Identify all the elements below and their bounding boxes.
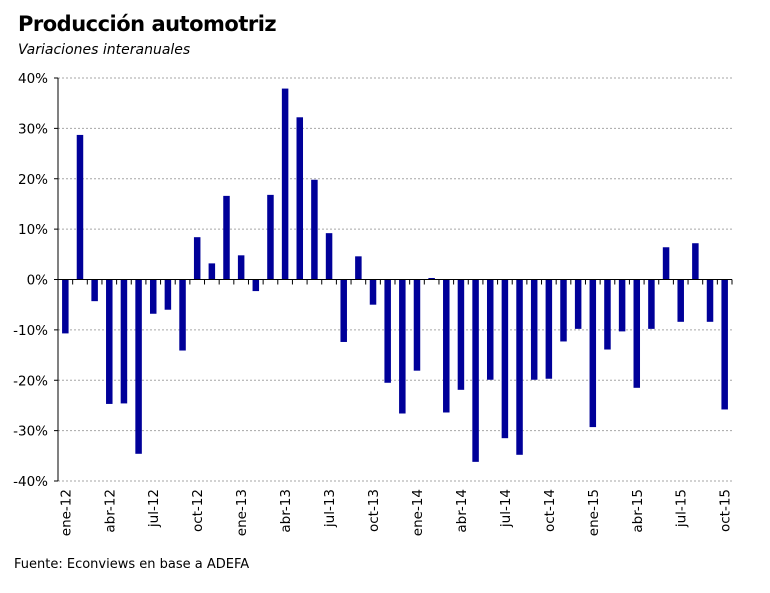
- x-tick-label: abr-15: [630, 489, 646, 533]
- x-tick-label: jul-13: [322, 489, 338, 528]
- bar-sep-12: [179, 279, 186, 351]
- y-tick-label: 20%: [18, 172, 48, 188]
- x-tick-label: jul-15: [674, 489, 690, 528]
- bar-jul-13: [325, 233, 333, 280]
- x-tick-label: ene-13: [234, 489, 250, 536]
- bar-jun-15: [662, 247, 670, 280]
- bar-mar-14: [443, 279, 450, 413]
- x-tick-label: ene-12: [58, 489, 74, 536]
- bar-oct-12: [193, 237, 201, 280]
- y-tick-label: -10%: [13, 323, 48, 339]
- x-tick-label: jul-14: [498, 489, 514, 528]
- x-tick-labels: ene-12 abr-12 jul-12 oct-12 ene-13 abr-13 jul-…: [58, 489, 733, 536]
- bar-ago-12: [164, 279, 172, 310]
- bar-ene-13: [237, 255, 245, 280]
- x-tick-label: oct-12: [190, 489, 206, 532]
- bar-oct-14: [545, 279, 553, 379]
- x-tick-label: abr-12: [102, 489, 118, 533]
- bars: [62, 88, 728, 462]
- bar-may-15: [648, 279, 655, 329]
- bar-ago-14: [516, 279, 523, 455]
- bar-nov-14: [560, 279, 567, 342]
- bar-abr-13: [281, 88, 289, 280]
- bar-nov-13: [384, 279, 391, 383]
- bar-jun-13: [311, 179, 318, 280]
- gridlines: [58, 77, 732, 482]
- bar-dic-14: [574, 279, 582, 329]
- bar-mar-13: [267, 194, 274, 280]
- bar-oct-15: [721, 279, 728, 410]
- bar-feb-14: [428, 277, 435, 280]
- bar-mar-12: [91, 279, 98, 302]
- bar-ene-12: [62, 279, 69, 334]
- bar-jul-15: [677, 279, 684, 322]
- bar-may-12: [120, 279, 128, 404]
- x-tick-label: jul-12: [146, 489, 162, 528]
- bar-may-14: [472, 279, 479, 462]
- bar-abr-12: [106, 279, 113, 404]
- bar-jul-12: [149, 279, 157, 314]
- bar-jul-14: [501, 279, 509, 439]
- y-tick-label: 30%: [18, 121, 48, 137]
- bar-jun-14: [486, 279, 494, 380]
- x-tick-label: oct-15: [718, 489, 734, 532]
- bar-abr-15: [633, 279, 641, 388]
- y-tick-label: 10%: [18, 222, 48, 238]
- bar-feb-15: [604, 279, 611, 350]
- bar-sep-14: [530, 279, 538, 380]
- x-tick-label: ene-15: [586, 489, 602, 536]
- axes: [54, 77, 733, 482]
- x-tick-label: ene-14: [410, 489, 426, 536]
- bar-feb-12: [76, 134, 84, 280]
- bar-dic-12: [223, 195, 230, 280]
- y-tick-labels: 40% 30% 20% 10% 0% -10% -20% -30% -40%: [13, 71, 48, 490]
- bar-sep-15: [706, 279, 714, 322]
- bar-ago-15: [692, 243, 699, 280]
- y-tick-label: -30%: [13, 424, 48, 440]
- y-tick-label: 40%: [18, 71, 48, 87]
- chart-subtitle: Variaciones interanuales: [18, 42, 191, 58]
- bar-ago-13: [340, 279, 347, 342]
- bar-ene-14: [413, 279, 421, 371]
- x-tick-label: oct-13: [366, 489, 382, 532]
- bar-nov-12: [208, 263, 216, 280]
- x-tick-label: abr-14: [454, 489, 470, 533]
- bar-feb-13: [252, 279, 260, 292]
- source-note: Fuente: Econviews en base a ADEFA: [14, 557, 250, 572]
- chart-title: Producción automotriz: [18, 12, 277, 36]
- bar-dic-13: [399, 279, 406, 414]
- bar-abr-14: [457, 279, 465, 390]
- y-tick-label: 0%: [27, 273, 49, 289]
- y-tick-label: -20%: [13, 373, 48, 389]
- bar-sep-13: [355, 256, 362, 280]
- x-tick-label: oct-14: [542, 489, 558, 532]
- bar-mar-15: [618, 279, 626, 332]
- bar-may-13: [296, 117, 304, 280]
- x-tick-label: abr-13: [278, 489, 294, 533]
- y-tick-label: -40%: [13, 474, 48, 490]
- bar-ene-15: [589, 279, 597, 428]
- bar-oct-13: [369, 279, 377, 305]
- bar-jun-12: [135, 279, 142, 454]
